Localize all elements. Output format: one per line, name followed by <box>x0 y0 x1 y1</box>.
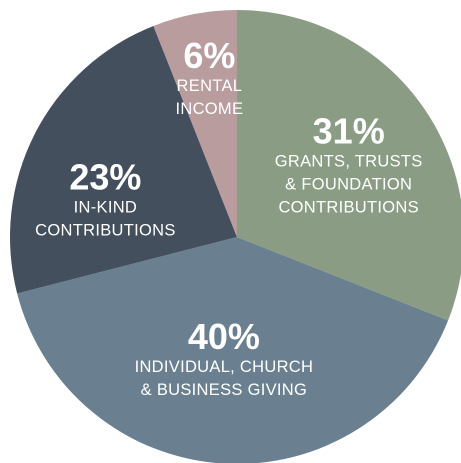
slice-category-label: IN-KIND <box>74 198 138 216</box>
slice-category-label: GRANTS, TRUSTS <box>275 152 423 170</box>
slice-category-label: INCOME <box>175 100 243 118</box>
pie-slice-grants-trusts <box>237 10 461 321</box>
slice-percent-label: 31% <box>313 110 385 151</box>
slice-category-label: RENTAL <box>177 77 243 95</box>
slice-percent-label: 23% <box>69 156 141 197</box>
slice-percent-label: 6% <box>183 35 235 76</box>
slice-category-label: CONTRIBUTIONS <box>35 221 175 239</box>
slice-category-label: & FOUNDATION <box>285 175 412 193</box>
pie-slice-rental <box>153 10 237 237</box>
slice-category-label: & BUSINESS GIVING <box>141 381 307 399</box>
slice-category-label: CONTRIBUTIONS <box>278 198 418 216</box>
slice-percent-label: 40% <box>188 316 260 357</box>
pie-labels: 31%GRANTS, TRUSTS & FOUNDATION CONTRIBUTIO… <box>35 35 422 399</box>
pie-slice-individual-church <box>17 237 449 463</box>
slice-category-label: INDIVIDUAL, CHURCH <box>135 358 314 376</box>
pie-slices <box>9 10 461 463</box>
pie-slice-in-kind <box>9 25 238 294</box>
